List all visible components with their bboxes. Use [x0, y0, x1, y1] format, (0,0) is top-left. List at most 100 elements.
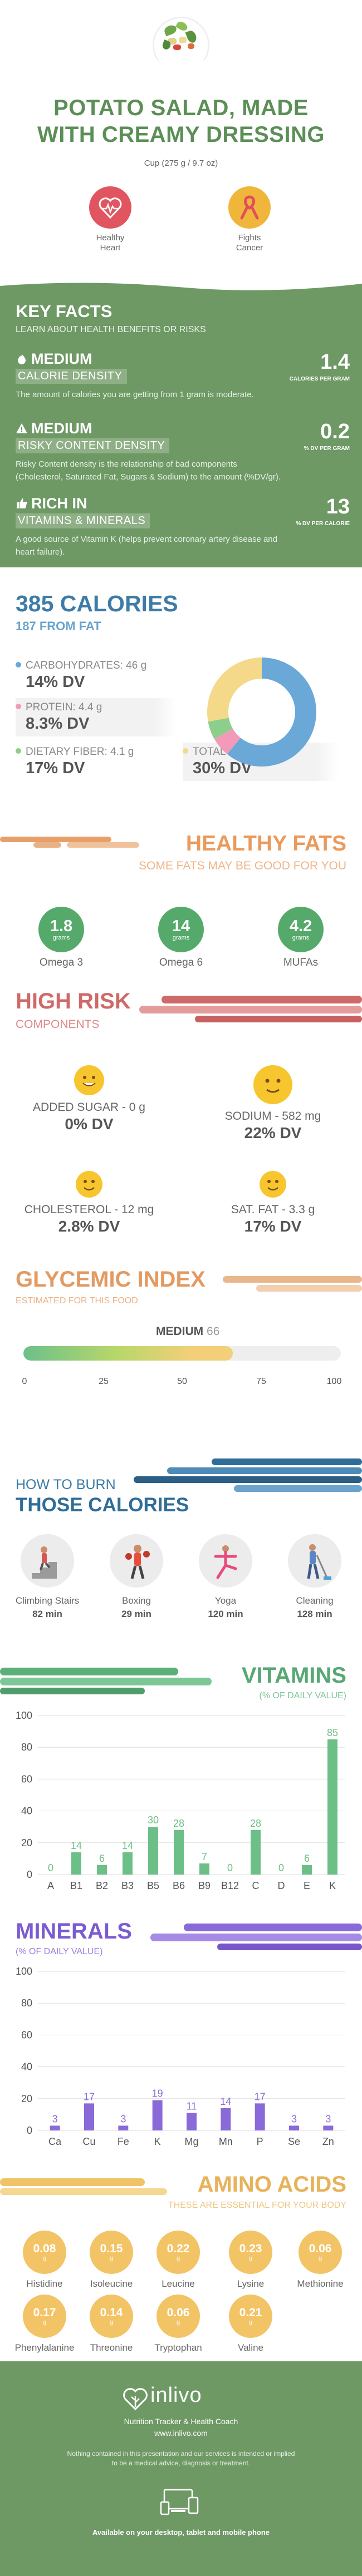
x-tick-label: B5 [147, 1880, 159, 1891]
key-facts-subtitle: LEARN ABOUT HEALTH BENEFITS OR RISKS [16, 325, 206, 334]
bar-value-label: 85 [327, 1727, 338, 1738]
x-tick-label: Se [288, 2136, 300, 2147]
bar-value-label: 30 [148, 1814, 159, 1826]
amino-isoleucine: 0.15 g Isoleucine [78, 2231, 145, 2290]
bar-value-label: 3 [291, 2113, 297, 2124]
amino-acids-section: AMINO ACIDS THESE ARE ESSENTIAL FOR YOUR… [0, 2169, 362, 2361]
y-tick-label: 0 [27, 2125, 32, 2136]
bar-value-label: 28 [173, 1818, 184, 1829]
minerals-section: MINERALS (% OF DAILY VALUE) 0 20 40 60 80 100… [0, 1914, 362, 2169]
high-risk-title: HIGH RISK [16, 989, 131, 1013]
activity-cleaning: Cleaning 128 min [273, 1534, 356, 1620]
fat-omega6: 14 grams Omega 6 [136, 907, 226, 969]
bar-value-label: 0 [227, 1862, 233, 1873]
risk-sodium: SODIUM - 582 mg 22% DV [189, 1065, 356, 1142]
website-link[interactable]: www.inlivo.com [154, 2429, 208, 2437]
risk-cholesterol: CHOLESTEROL - 12 mg 2.8% DV [6, 1171, 173, 1235]
bar-value-label: 7 [202, 1851, 207, 1862]
key-facts-title: KEY FACTS [16, 301, 112, 321]
donut-slice-protein [214, 728, 241, 754]
x-tick-label: Mg [184, 2136, 198, 2147]
nutrient-fiber: DIETARY FIBER: 4.1 g 17% DV [16, 743, 177, 781]
glycemic-bar [23, 1346, 341, 1361]
x-tick-label: E [304, 1880, 310, 1891]
glycemic-tick: 50 [177, 1377, 187, 1386]
bar-B5 [148, 1827, 158, 1875]
x-tick-label: Zn [322, 2136, 334, 2147]
glycemic-tick: 100 [326, 1377, 342, 1386]
benefit-healthy-heart: Healthy Heart [77, 186, 144, 253]
y-tick-label: 0 [27, 1869, 32, 1880]
x-tick-label: K [154, 2136, 161, 2147]
bar-value-label: 14 [122, 1840, 133, 1851]
bar-value-label: 3 [325, 2113, 331, 2124]
amino-histidine: 0.08 g Histidine [11, 2231, 78, 2290]
amino-leucine: 0.22 g Leucine [145, 2231, 212, 2290]
calories-subtitle: 187 FROM FAT [16, 619, 101, 633]
y-tick-label: 40 [21, 1806, 32, 1817]
bar-Mg [187, 2113, 197, 2130]
availability-note: Available on your desktop, tablet and mo… [92, 2528, 270, 2537]
fact-value: 1.4 [320, 350, 350, 374]
stripe-decoration [150, 1924, 362, 1950]
flame-icon [18, 354, 26, 364]
ribbon-icon [228, 186, 271, 229]
donut-slice-fat [207, 657, 262, 722]
activity-boxing: Boxing 29 min [95, 1534, 178, 1620]
glycemic-tick: 75 [256, 1377, 266, 1386]
bar-Mn [221, 2108, 231, 2130]
y-tick-label: 100 [16, 1966, 32, 1977]
burn-calories-section: HOW TO BURN THOSE CALORIES Climbing Stai… [0, 1446, 362, 1658]
minerals-bar-chart: 0 20 40 60 80 100 3 Ca 17 Cu 3 Fe 19 K 11 Mg 14 Mn 17 P 3 Se 3… [16, 1966, 345, 2147]
donut-slice-fiber [208, 718, 233, 739]
stripe-decoration [0, 1668, 212, 1694]
amino-valine: 0.21 g Valine [217, 2295, 284, 2353]
y-tick-label: 60 [21, 2029, 32, 2040]
bar-value-label: 14 [220, 2096, 231, 2107]
smiley-icon [253, 1065, 292, 1104]
smiley-icon [260, 1171, 286, 1198]
stairs-icon [21, 1534, 74, 1588]
vitamins-section: VITAMINS (% OF DAILY VALUE) 0 20 40 60 80 100… [0, 1658, 362, 1914]
fact-unit: CALORIES PER GRAM [289, 376, 350, 382]
fat-omega3: 1.8 grams Omega 3 [17, 907, 106, 969]
x-tick-label: B2 [96, 1880, 108, 1891]
fact-value: 0.2 [320, 420, 350, 443]
warning-icon [16, 423, 27, 433]
x-tick-label: Fe [118, 2136, 129, 2147]
x-tick-label: A [47, 1880, 54, 1891]
donut-slice-carbohydrates [227, 657, 316, 767]
fact-value: 13 [326, 495, 350, 518]
boxing-icon [110, 1534, 163, 1588]
x-tick-label: B1 [70, 1880, 82, 1891]
amino-acids-subtitle: THESE ARE ESSENTIAL FOR YOUR BODY [168, 2201, 346, 2210]
bar-B6 [174, 1830, 184, 1875]
bar-P [255, 2103, 265, 2130]
y-tick-label: 80 [21, 1997, 32, 2009]
nutrient-protein: PROTEIN: 4.4 g 8.3% DV [16, 698, 177, 736]
nutrient-carbohydrates: CARBOHYDRATES: 46 g 14% DV [16, 656, 177, 695]
y-tick-label: 60 [21, 1773, 32, 1784]
bar-value-label: 11 [187, 2101, 197, 2112]
x-tick-label: B9 [198, 1880, 211, 1891]
key-facts-section: KEY FACTS LEARN ABOUT HEALTH BENEFITS OR… [0, 278, 362, 567]
yoga-icon [199, 1534, 252, 1588]
bar-B2 [97, 1865, 107, 1875]
risk-added-sugar: ADDED SUGAR - 0 g 0% DV [6, 1065, 173, 1133]
amino-acids-title: AMINO ACIDS [197, 2172, 346, 2197]
high-risk-section: HIGH RISK COMPONENTS ADDED SUGAR - 0 g 0… [0, 985, 362, 1263]
amino-phenylalanine: 0.17 g Phenylalanine [11, 2295, 78, 2353]
amino-tryptophan: 0.06 g Tryptophan [145, 2295, 212, 2353]
burn-title: THOSE CALORIES [16, 1494, 189, 1516]
vitamins-bar-chart: 0204060801000A14B16B214B330B528B67B90B12… [16, 1710, 345, 1891]
bar-B1 [71, 1852, 81, 1875]
bar-Zn [323, 2125, 334, 2130]
vitamins-title: VITAMINS [241, 1663, 346, 1688]
bar-B3 [123, 1852, 133, 1875]
bar-K [152, 2100, 163, 2130]
smiley-icon [76, 1171, 102, 1198]
glycemic-bar-fill [23, 1346, 233, 1361]
brand-name: inlivo [150, 2384, 202, 2407]
fact-unit: % DV PER CALORIE [296, 521, 350, 527]
fact-unit: % DV PER GRAM [304, 446, 350, 452]
